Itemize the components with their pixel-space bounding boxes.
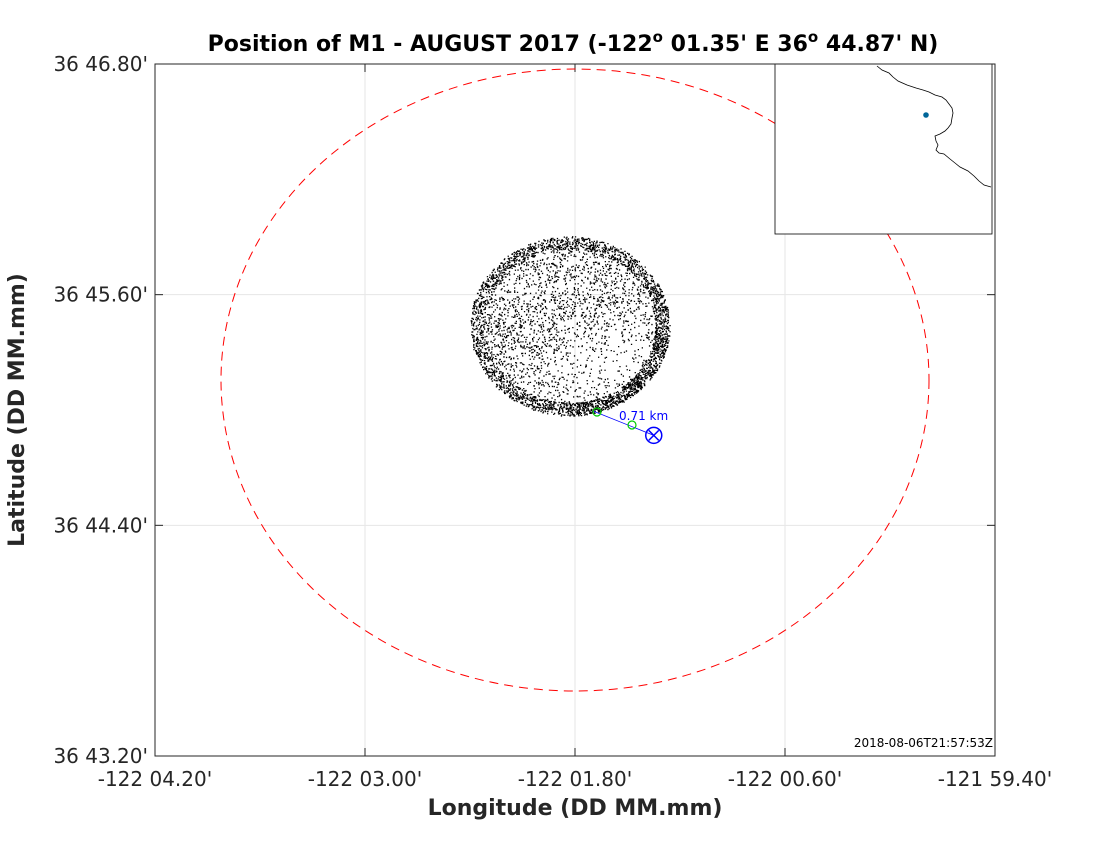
distance-label: 0.71 km [619,409,668,423]
x-tick-label: -122 03.00' [308,767,423,791]
x-tick-label: -121 59.40' [938,767,1053,791]
y-tick-label: 36 44.40' [53,513,148,537]
x-axis-label: Longitude (DD MM.mm) [428,796,723,821]
inset-frame [774,63,993,235]
mooring-cross [648,429,660,441]
axes-box [154,63,996,757]
x-tick-label: -122 00.60' [728,767,843,791]
y-tick-label: 36 43.20' [53,744,148,768]
position-cloud [470,236,671,417]
inset-map [774,63,993,235]
watch-circle [220,68,930,692]
y-tick-label: 36 46.80' [53,52,148,76]
inset-mooring-marker [923,112,929,118]
x-tick-label: -122 01.80' [518,767,633,791]
position-points [470,236,671,417]
chart-title: Position of M1 - AUGUST 2017 (-122o 01.3… [208,28,939,57]
y-tick-label: 36 45.60' [53,283,148,307]
recent-position-marker [592,407,602,417]
axis-ticks: -122 04.20' -122 03.00' -122 01.80' -122 00… [53,52,1052,791]
y-axis-label: Latitude (DD MM.mm) [5,273,30,547]
x-tick-label: -122 04.20' [98,767,213,791]
inset-coastline [876,65,992,188]
mooring-marker [645,426,663,445]
distance-line [592,410,654,436]
marker-layer: 0.71 km [592,407,668,445]
timestamp: 2018-08-06T21:57:53Z [854,736,993,750]
watch-circle-layer [220,68,930,692]
latest-position-marker [627,420,637,430]
